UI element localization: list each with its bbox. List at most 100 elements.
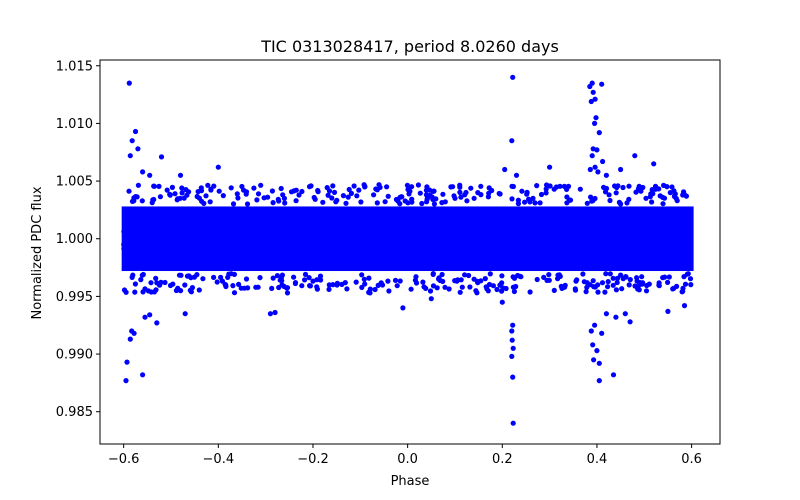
data-point	[173, 231, 179, 237]
data-point	[303, 231, 309, 237]
data-point	[236, 281, 242, 287]
data-point	[234, 191, 240, 197]
data-point	[384, 184, 390, 190]
data-point	[551, 186, 557, 192]
data-point	[595, 289, 601, 295]
data-point	[439, 271, 445, 278]
data-point	[231, 238, 237, 245]
data-point	[177, 235, 183, 241]
data-point	[592, 195, 598, 202]
data-point	[613, 287, 620, 293]
data-point	[297, 245, 303, 251]
data-point	[509, 183, 515, 189]
data-point	[462, 192, 468, 198]
data-point	[169, 184, 175, 190]
outlier-point	[502, 166, 508, 173]
data-point	[625, 231, 631, 237]
data-point	[611, 239, 617, 245]
data-point	[127, 244, 133, 250]
data-point	[584, 284, 590, 290]
data-point	[153, 287, 159, 293]
data-point	[602, 251, 608, 257]
data-point	[505, 229, 511, 235]
data-point	[603, 271, 609, 277]
data-point	[179, 185, 185, 191]
data-point	[323, 229, 330, 235]
data-point	[175, 285, 181, 291]
data-point	[594, 224, 600, 230]
data-point	[147, 253, 153, 259]
outlier-point	[135, 146, 141, 152]
data-point	[650, 240, 656, 247]
data-point	[532, 200, 538, 206]
outlier-point	[154, 320, 160, 326]
data-point	[300, 238, 307, 244]
data-point	[583, 249, 589, 255]
data-point	[611, 230, 617, 236]
data-point	[299, 283, 305, 289]
data-point	[335, 243, 341, 249]
data-point	[475, 190, 481, 196]
data-point	[436, 229, 442, 235]
data-point	[282, 234, 288, 241]
data-point	[626, 196, 632, 202]
data-point	[345, 194, 351, 200]
data-point	[228, 185, 234, 191]
data-point	[311, 194, 317, 201]
data-point	[371, 192, 377, 198]
data-point	[351, 183, 357, 189]
data-point	[135, 233, 142, 239]
data-point	[413, 274, 419, 280]
outlier-point	[592, 96, 598, 102]
data-point	[617, 243, 623, 249]
outlier-point	[610, 372, 617, 378]
data-point	[507, 246, 513, 252]
data-point	[331, 189, 338, 195]
data-point	[377, 235, 383, 241]
data-point	[404, 182, 410, 188]
data-point	[650, 191, 656, 197]
data-point	[678, 241, 684, 248]
data-point	[567, 197, 574, 203]
plot-area	[99, 59, 721, 445]
data-point	[440, 238, 446, 244]
outlier-point	[509, 328, 515, 334]
data-point	[279, 244, 285, 250]
data-point	[288, 232, 294, 238]
data-point	[431, 188, 437, 194]
data-point	[282, 200, 288, 206]
outlier-point	[513, 172, 520, 178]
data-point	[502, 239, 508, 245]
data-point	[244, 201, 251, 207]
data-point	[458, 194, 464, 200]
data-point	[200, 276, 206, 282]
data-point	[181, 239, 187, 245]
outlier-point	[547, 164, 553, 170]
data-point	[582, 242, 588, 248]
outlier-point	[589, 153, 595, 159]
data-point	[194, 272, 200, 278]
data-point	[231, 290, 238, 296]
data-point	[485, 194, 491, 200]
data-point	[468, 242, 474, 248]
data-point	[626, 183, 632, 189]
data-point	[682, 281, 689, 287]
data-point	[375, 282, 381, 288]
outlier-point	[400, 305, 406, 311]
y-tick-label: 1.010	[56, 117, 93, 132]
data-point	[458, 223, 464, 229]
outlier-point	[147, 172, 153, 178]
data-point	[573, 248, 580, 254]
data-point	[133, 224, 139, 230]
data-point	[467, 235, 473, 241]
data-point	[207, 199, 213, 205]
data-point	[546, 272, 552, 278]
data-point	[343, 243, 349, 249]
data-point	[640, 280, 646, 286]
data-point	[243, 189, 250, 195]
data-point	[278, 185, 284, 192]
y-tick-label: 1.005	[56, 175, 93, 190]
data-point	[225, 229, 232, 236]
data-point	[499, 288, 505, 294]
outlier-point	[510, 345, 516, 351]
